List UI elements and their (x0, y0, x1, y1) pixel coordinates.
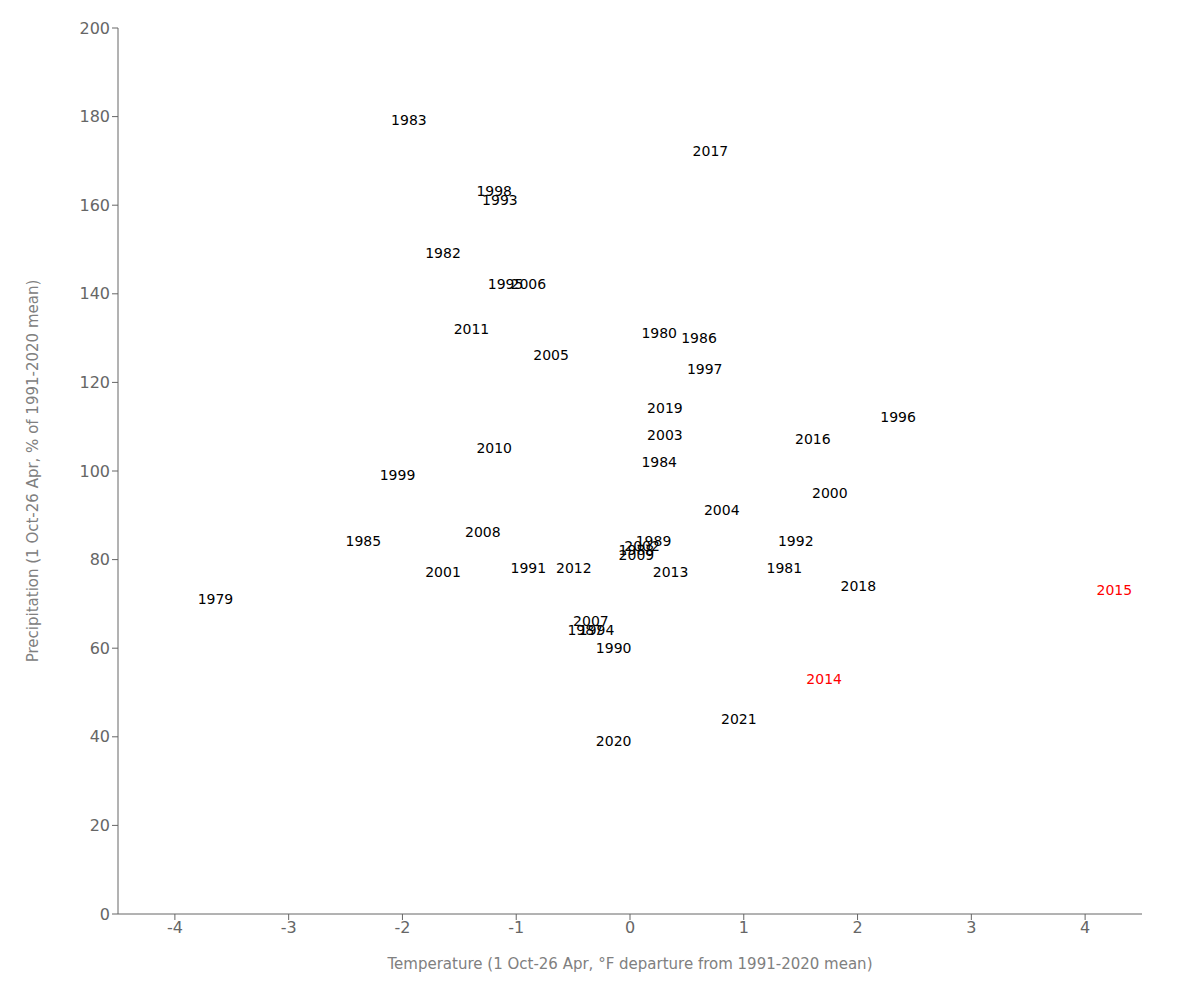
svg-text:1985: 1985 (346, 533, 382, 549)
svg-text:1996: 1996 (880, 409, 916, 425)
svg-text:1993: 1993 (482, 192, 518, 209)
svg-text:2010: 2010 (476, 440, 512, 456)
svg-text:2006: 2006 (511, 276, 547, 292)
svg-text:2005: 2005 (533, 347, 569, 363)
svg-text:80: 80 (90, 550, 110, 569)
svg-text:-2: -2 (394, 918, 410, 937)
svg-text:1995: 1995 (487, 276, 524, 293)
svg-text:2003: 2003 (647, 427, 683, 443)
svg-text:3: 3 (966, 918, 976, 937)
svg-text:1991: 1991 (511, 560, 547, 576)
svg-text:180: 180 (79, 107, 110, 126)
svg-text:1: 1 (739, 918, 749, 937)
svg-text:100: 100 (79, 462, 110, 481)
svg-text:Temperature (1 Oct-26 Apr, °F: Temperature (1 Oct-26 Apr, °F departure … (387, 955, 873, 973)
svg-text:2007: 2007 (573, 613, 609, 629)
svg-text:-3: -3 (281, 918, 297, 937)
svg-text:2: 2 (852, 918, 862, 937)
svg-text:2012: 2012 (556, 560, 592, 576)
svg-text:20: 20 (90, 816, 110, 835)
svg-text:160: 160 (79, 196, 110, 215)
svg-text:1980: 1980 (641, 325, 677, 341)
svg-text:1990: 1990 (596, 640, 632, 656)
svg-text:2016: 2016 (795, 431, 831, 447)
svg-text:60: 60 (90, 639, 110, 658)
svg-text:2014: 2014 (806, 671, 842, 687)
svg-text:-4: -4 (167, 918, 183, 937)
svg-text:2009: 2009 (619, 547, 655, 563)
svg-text:2013: 2013 (653, 564, 689, 580)
svg-text:140: 140 (79, 284, 110, 303)
svg-text:120: 120 (79, 373, 110, 392)
svg-text:40: 40 (90, 727, 110, 746)
svg-text:1986: 1986 (681, 330, 717, 346)
svg-text:1998: 1998 (476, 183, 512, 199)
svg-text:2000: 2000 (812, 485, 848, 501)
svg-text:2020: 2020 (596, 733, 632, 749)
svg-text:-1: -1 (508, 918, 524, 937)
svg-text:200: 200 (79, 19, 110, 38)
svg-text:2017: 2017 (693, 143, 729, 159)
svg-text:1984: 1984 (641, 454, 677, 470)
svg-text:0: 0 (625, 918, 635, 937)
svg-text:1994: 1994 (578, 621, 615, 638)
svg-text:1982: 1982 (425, 245, 461, 261)
svg-text:Precipitation (1 Oct-26 Apr, %: Precipitation (1 Oct-26 Apr, % of 1991-2… (24, 280, 42, 663)
svg-text:2019: 2019 (647, 400, 683, 416)
svg-text:2004: 2004 (704, 502, 740, 518)
svg-text:2011: 2011 (454, 321, 490, 337)
svg-text:2008: 2008 (465, 524, 501, 540)
svg-text:2001: 2001 (425, 564, 461, 580)
svg-text:4: 4 (1080, 918, 1090, 937)
svg-text:1992: 1992 (778, 533, 814, 549)
svg-text:0: 0 (100, 905, 110, 924)
svg-text:1983: 1983 (391, 112, 427, 128)
svg-text:1979: 1979 (198, 591, 234, 607)
svg-text:2018: 2018 (840, 578, 876, 594)
svg-text:2021: 2021 (721, 711, 757, 727)
svg-text:1997: 1997 (687, 361, 723, 377)
svg-text:1999: 1999 (380, 467, 416, 483)
svg-text:1981: 1981 (767, 560, 803, 576)
svg-text:2015: 2015 (1096, 582, 1132, 598)
